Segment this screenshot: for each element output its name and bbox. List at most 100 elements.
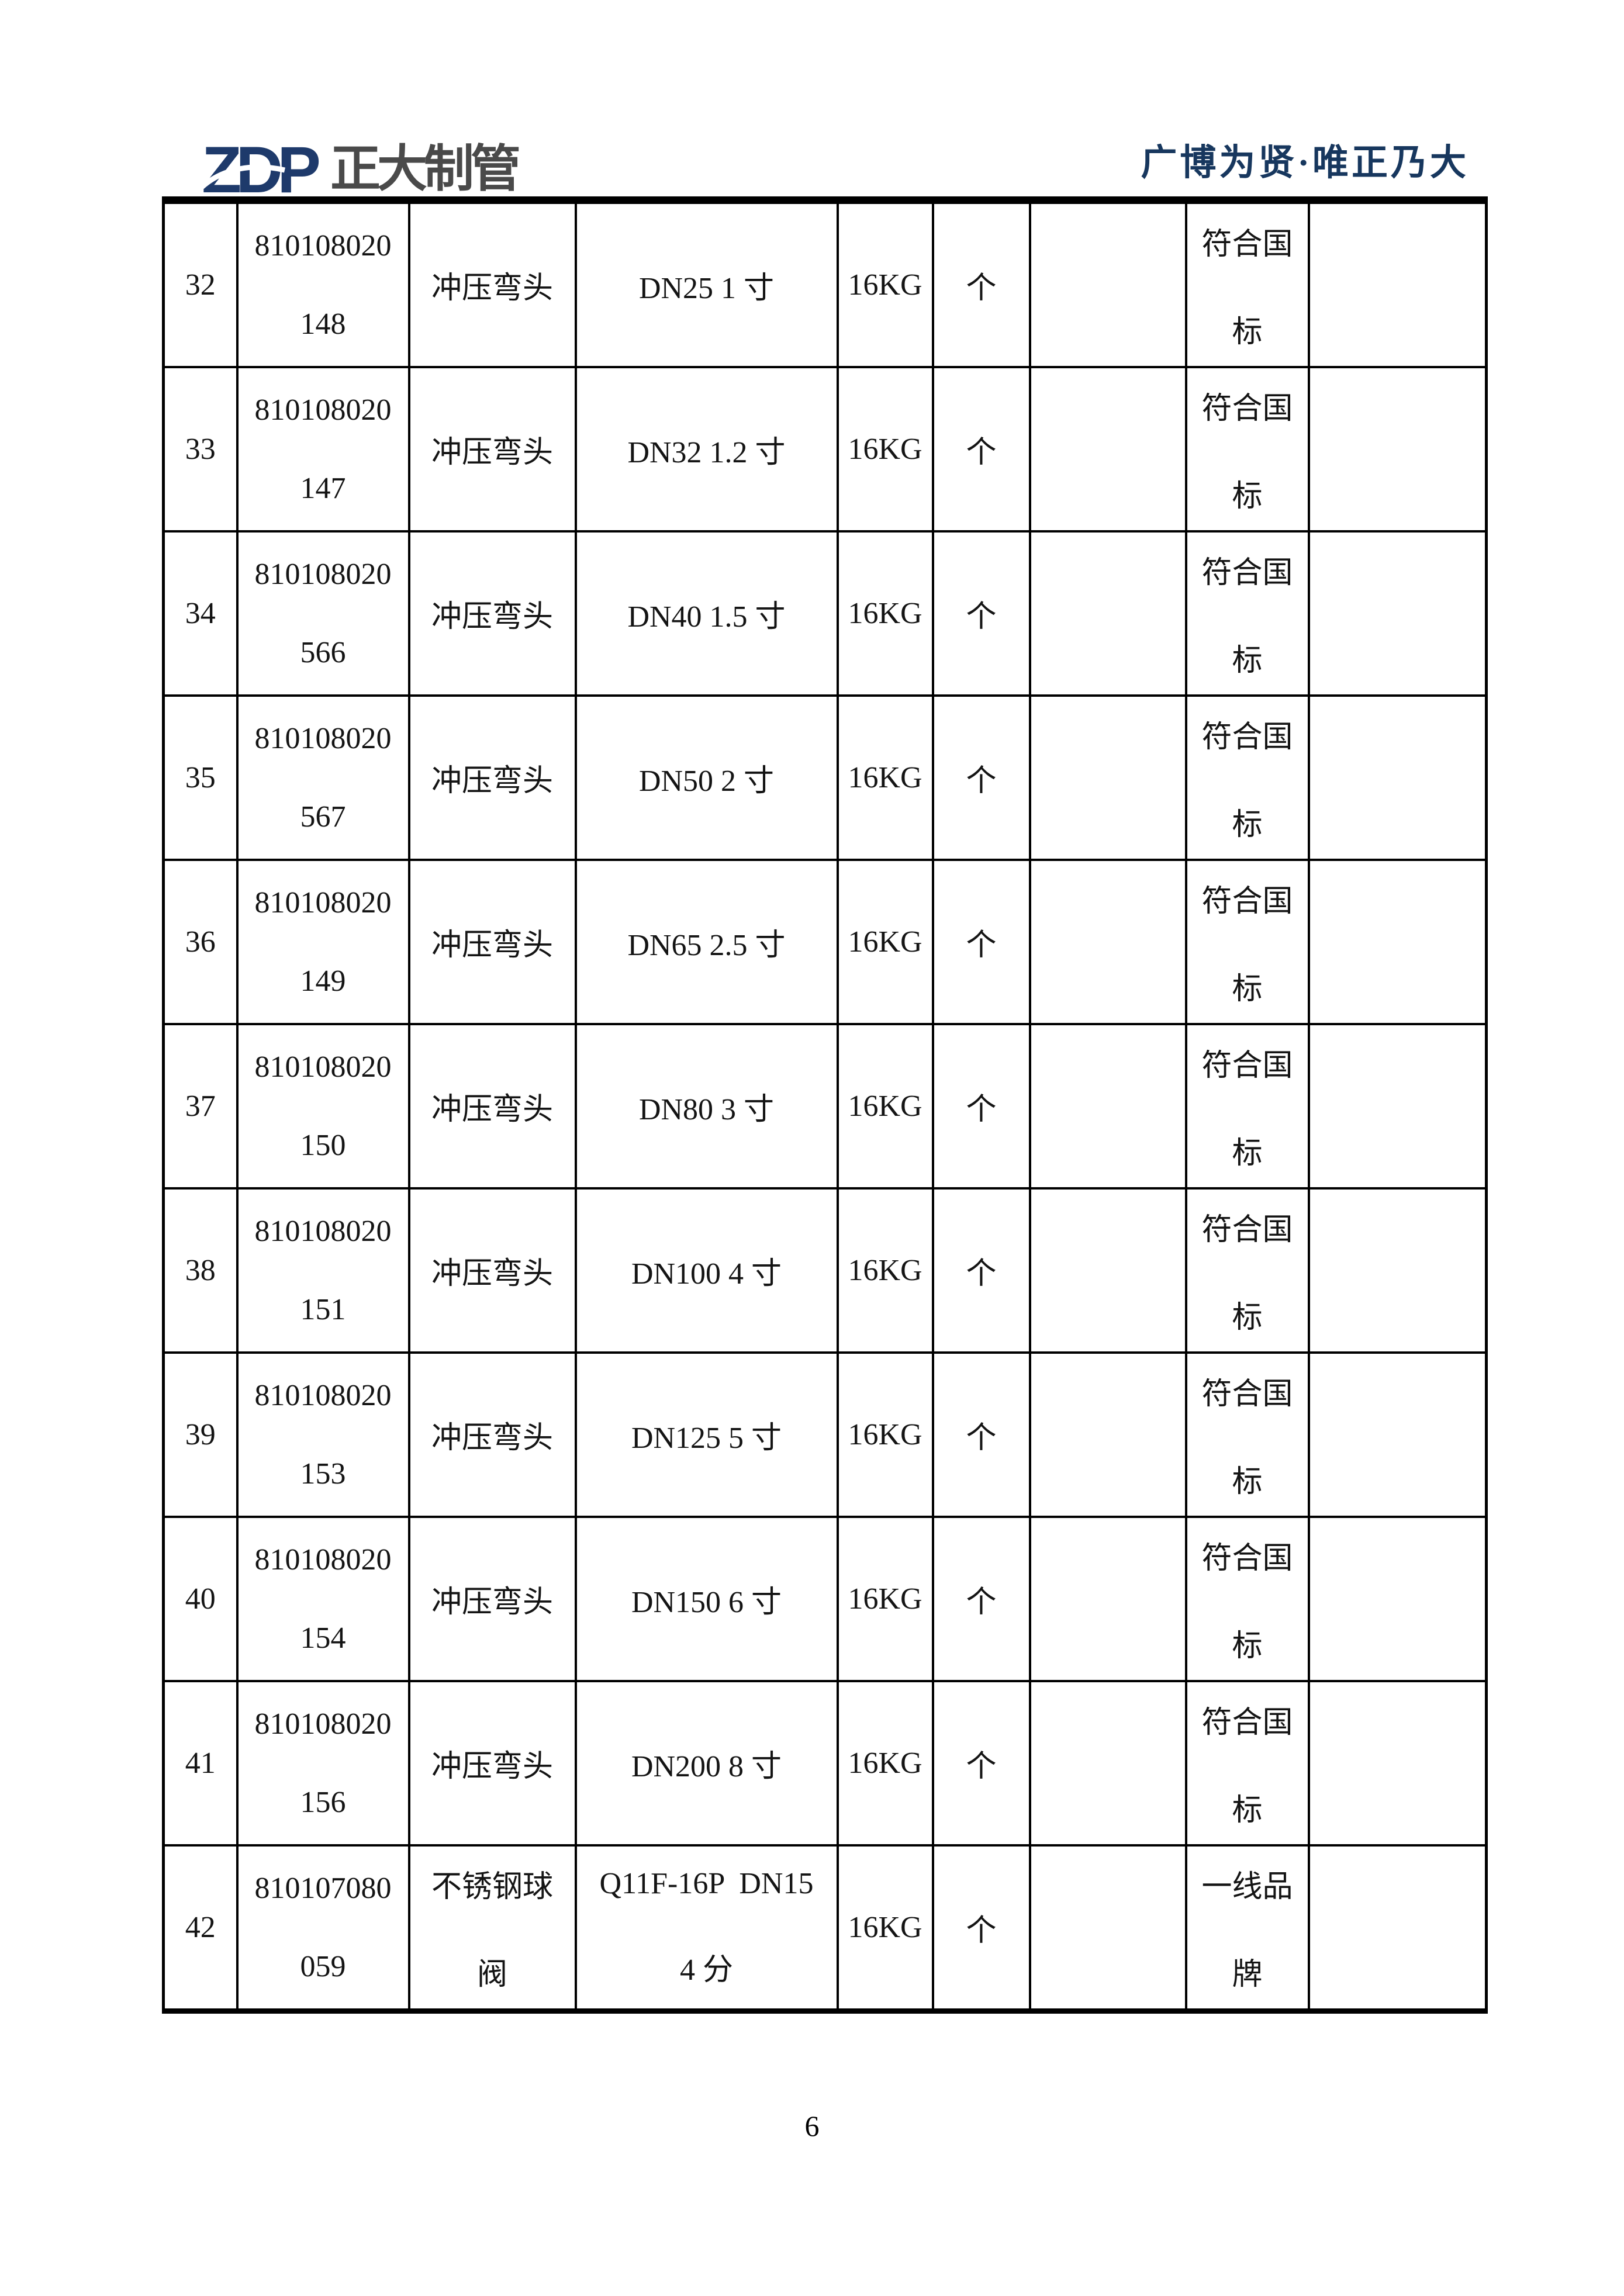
cell-text-line: 标: [1232, 1137, 1263, 1170]
cell-unit: 个: [931, 199, 1031, 368]
cell-quality-requirement: 符合国标: [1184, 366, 1310, 532]
cell-material-code: 810108020 151: [236, 1187, 410, 1354]
cell-seq-number: 32: [162, 199, 239, 368]
zdp-logo-mark: ZDP: [198, 137, 321, 203]
cell-product-name: 冲压弯头: [407, 1351, 577, 1518]
cell-unit: 个: [931, 694, 1031, 861]
cell-text-line: 810108020: [254, 558, 392, 591]
cell-material-code: 810108020 156: [236, 1680, 410, 1847]
cell-pressure-rating: 16KG: [836, 1187, 934, 1354]
cell-text-line: 冲压弯头: [431, 929, 553, 962]
cell-text-line: DN32 1.2 寸: [627, 436, 786, 469]
cell-text-line: 符合国: [1201, 721, 1293, 754]
cell-unit: 个: [931, 1844, 1031, 2013]
cell-pressure-rating: 16KG: [836, 366, 934, 532]
cell-text-line: 810108020: [254, 1707, 392, 1741]
cell-blank-b: [1307, 1023, 1488, 1190]
cell-blank-a: [1028, 1680, 1187, 1847]
cell-specification: DN65 2.5 寸: [574, 859, 839, 1025]
cell-blank-a: [1028, 859, 1187, 1025]
cell-product-name: 冲压弯头: [407, 1516, 577, 1682]
cell-text-line: 810107080: [254, 1872, 392, 1905]
cell-quality-requirement: 符合国标: [1184, 1351, 1310, 1518]
cell-blank-a: [1028, 1516, 1187, 1682]
cell-text-line: 牌: [1232, 1958, 1263, 1991]
cell-text-line: DN50 2 寸: [638, 765, 775, 798]
material-list-table: 32 810108020 148 冲压弯头 DN25 1 寸 16KG 个 符合国…: [162, 196, 1488, 2014]
cell-text-line: 标: [1232, 644, 1263, 677]
cell-quality-requirement: 符合国标: [1184, 530, 1310, 697]
cell-text-line: 810108020: [254, 886, 392, 919]
cell-product-name: 不锈钢球阀: [407, 1844, 577, 2013]
table-row: 39 810108020 153 冲压弯头 DN125 5 寸 16KG 个 符合…: [162, 1351, 1488, 1518]
cell-specification: DN50 2 寸: [574, 694, 839, 861]
cell-material-code: 810108020 154: [236, 1516, 410, 1682]
cell-product-name: 冲压弯头: [407, 1680, 577, 1847]
cell-text-line: DN125 5 寸: [631, 1422, 782, 1455]
cell-text-line: 567: [300, 800, 346, 834]
cell-pressure-rating: 16KG: [836, 1351, 934, 1518]
cell-unit: 个: [931, 1351, 1031, 1518]
cell-text-line: 标: [1232, 808, 1263, 842]
cell-text-line: 156: [300, 1786, 346, 1819]
table-row: 35 810108020 567 冲压弯头 DN50 2 寸 16KG 个 符合国…: [162, 694, 1488, 861]
cell-seq-number: 42: [162, 1844, 239, 2013]
cell-quality-requirement: 符合国标: [1184, 1680, 1310, 1847]
cell-pressure-rating: 16KG: [836, 530, 934, 697]
cell-blank-b: [1307, 694, 1488, 861]
cell-unit: 个: [931, 1516, 1031, 1682]
cell-blank-b: [1307, 1351, 1488, 1518]
cell-text-line: 符合国: [1201, 556, 1293, 590]
cell-text-line: Q11F-16P DN15: [599, 1867, 814, 1900]
zdp-logo-text: ZDP: [202, 133, 321, 206]
cell-pressure-rating: 16KG: [836, 1844, 934, 2013]
cell-blank-a: [1028, 694, 1187, 861]
cell-text-line: 150: [300, 1129, 346, 1162]
cell-unit: 个: [931, 530, 1031, 697]
cell-text-line: 符合国: [1201, 1542, 1293, 1575]
cell-quality-requirement: 一线品牌: [1184, 1844, 1310, 2013]
cell-pressure-rating: 16KG: [836, 1680, 934, 1847]
cell-blank-b: [1307, 1680, 1488, 1847]
cell-text-line: 810108020: [254, 722, 392, 755]
cell-blank-b: [1307, 1187, 1488, 1354]
cell-text-line: 154: [300, 1621, 346, 1655]
company-logo: ZDP 正大制管: [198, 137, 521, 203]
cell-specification: DN150 6 寸: [574, 1516, 839, 1682]
cell-text-line: 符合国: [1201, 1706, 1293, 1740]
cell-blank-a: [1028, 366, 1187, 532]
cell-seq-number: 34: [162, 530, 239, 697]
cell-unit: 个: [931, 1023, 1031, 1190]
cell-text-line: 不锈钢球: [431, 1870, 553, 1904]
cell-text-line: DN40 1.5 寸: [627, 600, 786, 634]
cell-pressure-rating: 16KG: [836, 199, 934, 368]
cell-specification: DN100 4 寸: [574, 1187, 839, 1354]
cell-text-line: 冲压弯头: [431, 600, 553, 634]
cell-quality-requirement: 符合国标: [1184, 694, 1310, 861]
cell-text-line: 标: [1232, 1301, 1263, 1334]
cell-product-name: 冲压弯头: [407, 694, 577, 861]
cell-seq-number: 40: [162, 1516, 239, 1682]
cell-text-line: 810108020: [254, 229, 392, 262]
cell-unit: 个: [931, 859, 1031, 1025]
cell-product-name: 冲压弯头: [407, 859, 577, 1025]
cell-material-code: 810108020 153: [236, 1351, 410, 1518]
cell-text-line: 冲压弯头: [431, 272, 553, 305]
cell-text-line: DN200 8 寸: [631, 1750, 782, 1783]
cell-text-line: DN65 2.5 寸: [627, 929, 786, 962]
cell-text-line: 标: [1232, 1465, 1263, 1499]
cell-specification: DN80 3 寸: [574, 1023, 839, 1190]
cell-blank-b: [1307, 366, 1488, 532]
cell-material-code: 810108020 148: [236, 199, 410, 368]
cell-material-code: 810107080 059: [236, 1844, 410, 2013]
cell-text-line: 标: [1232, 480, 1263, 513]
cell-unit: 个: [931, 1680, 1031, 1847]
company-name-text: 正大制管: [330, 141, 521, 197]
cell-text-line: 151: [300, 1293, 346, 1326]
cell-seq-number: 38: [162, 1187, 239, 1354]
cell-text-line: 冲压弯头: [431, 1586, 553, 1619]
cell-seq-number: 33: [162, 366, 239, 532]
cell-blank-a: [1028, 1187, 1187, 1354]
cell-blank-a: [1028, 1844, 1187, 2013]
cell-text-line: DN80 3 寸: [638, 1093, 775, 1126]
